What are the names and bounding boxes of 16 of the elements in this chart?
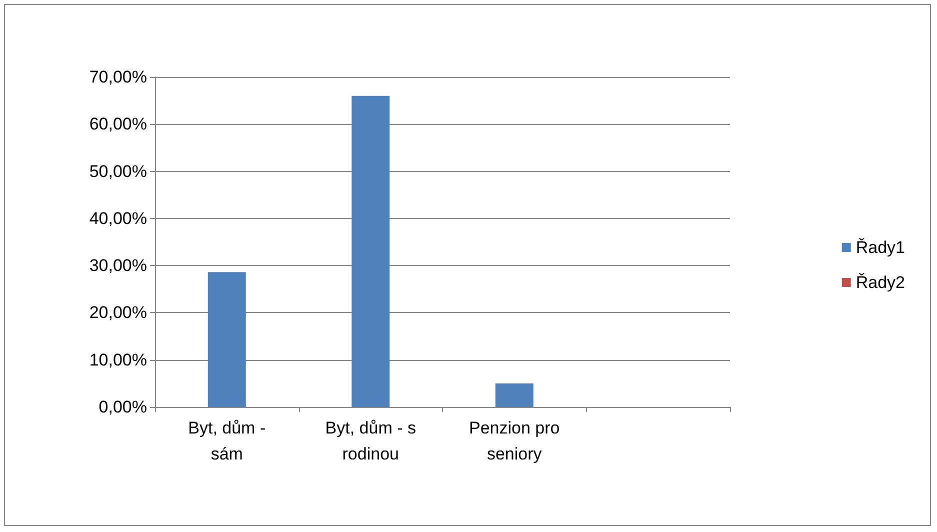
bar [495, 383, 534, 407]
y-tick-label: 40,00% [89, 208, 147, 228]
legend-label: Řady1 [856, 238, 905, 257]
x-tick-label: Penzion pro seniory [469, 418, 560, 464]
bar [352, 96, 390, 407]
y-tick-label: 70,00% [89, 68, 147, 86]
bar [208, 272, 246, 407]
x-tick-label: Byt, dům - sám [188, 418, 266, 464]
y-tick-label: 30,00% [89, 256, 147, 276]
y-tick-label: 10,00% [89, 350, 147, 370]
legend-label: Řady2 [856, 273, 905, 292]
y-tick-label: 0,00% [98, 398, 147, 416]
y-tick-label: 20,00% [89, 303, 147, 322]
y-tick-label: 50,00% [89, 162, 147, 181]
x-tick-label: Byt, dům - s rodinou [325, 418, 416, 464]
y-tick-label: 60,00% [89, 114, 147, 134]
